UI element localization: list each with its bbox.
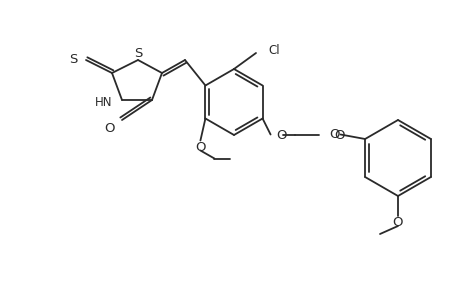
Text: S: S [134, 46, 142, 59]
Text: HN: HN [94, 95, 112, 109]
Text: O: O [329, 128, 339, 141]
Text: O: O [276, 129, 286, 142]
Text: O: O [334, 129, 344, 142]
Text: O: O [392, 217, 403, 230]
Text: O: O [195, 141, 205, 154]
Text: O: O [104, 122, 115, 134]
Text: S: S [69, 52, 78, 65]
Text: Cl: Cl [268, 44, 279, 56]
